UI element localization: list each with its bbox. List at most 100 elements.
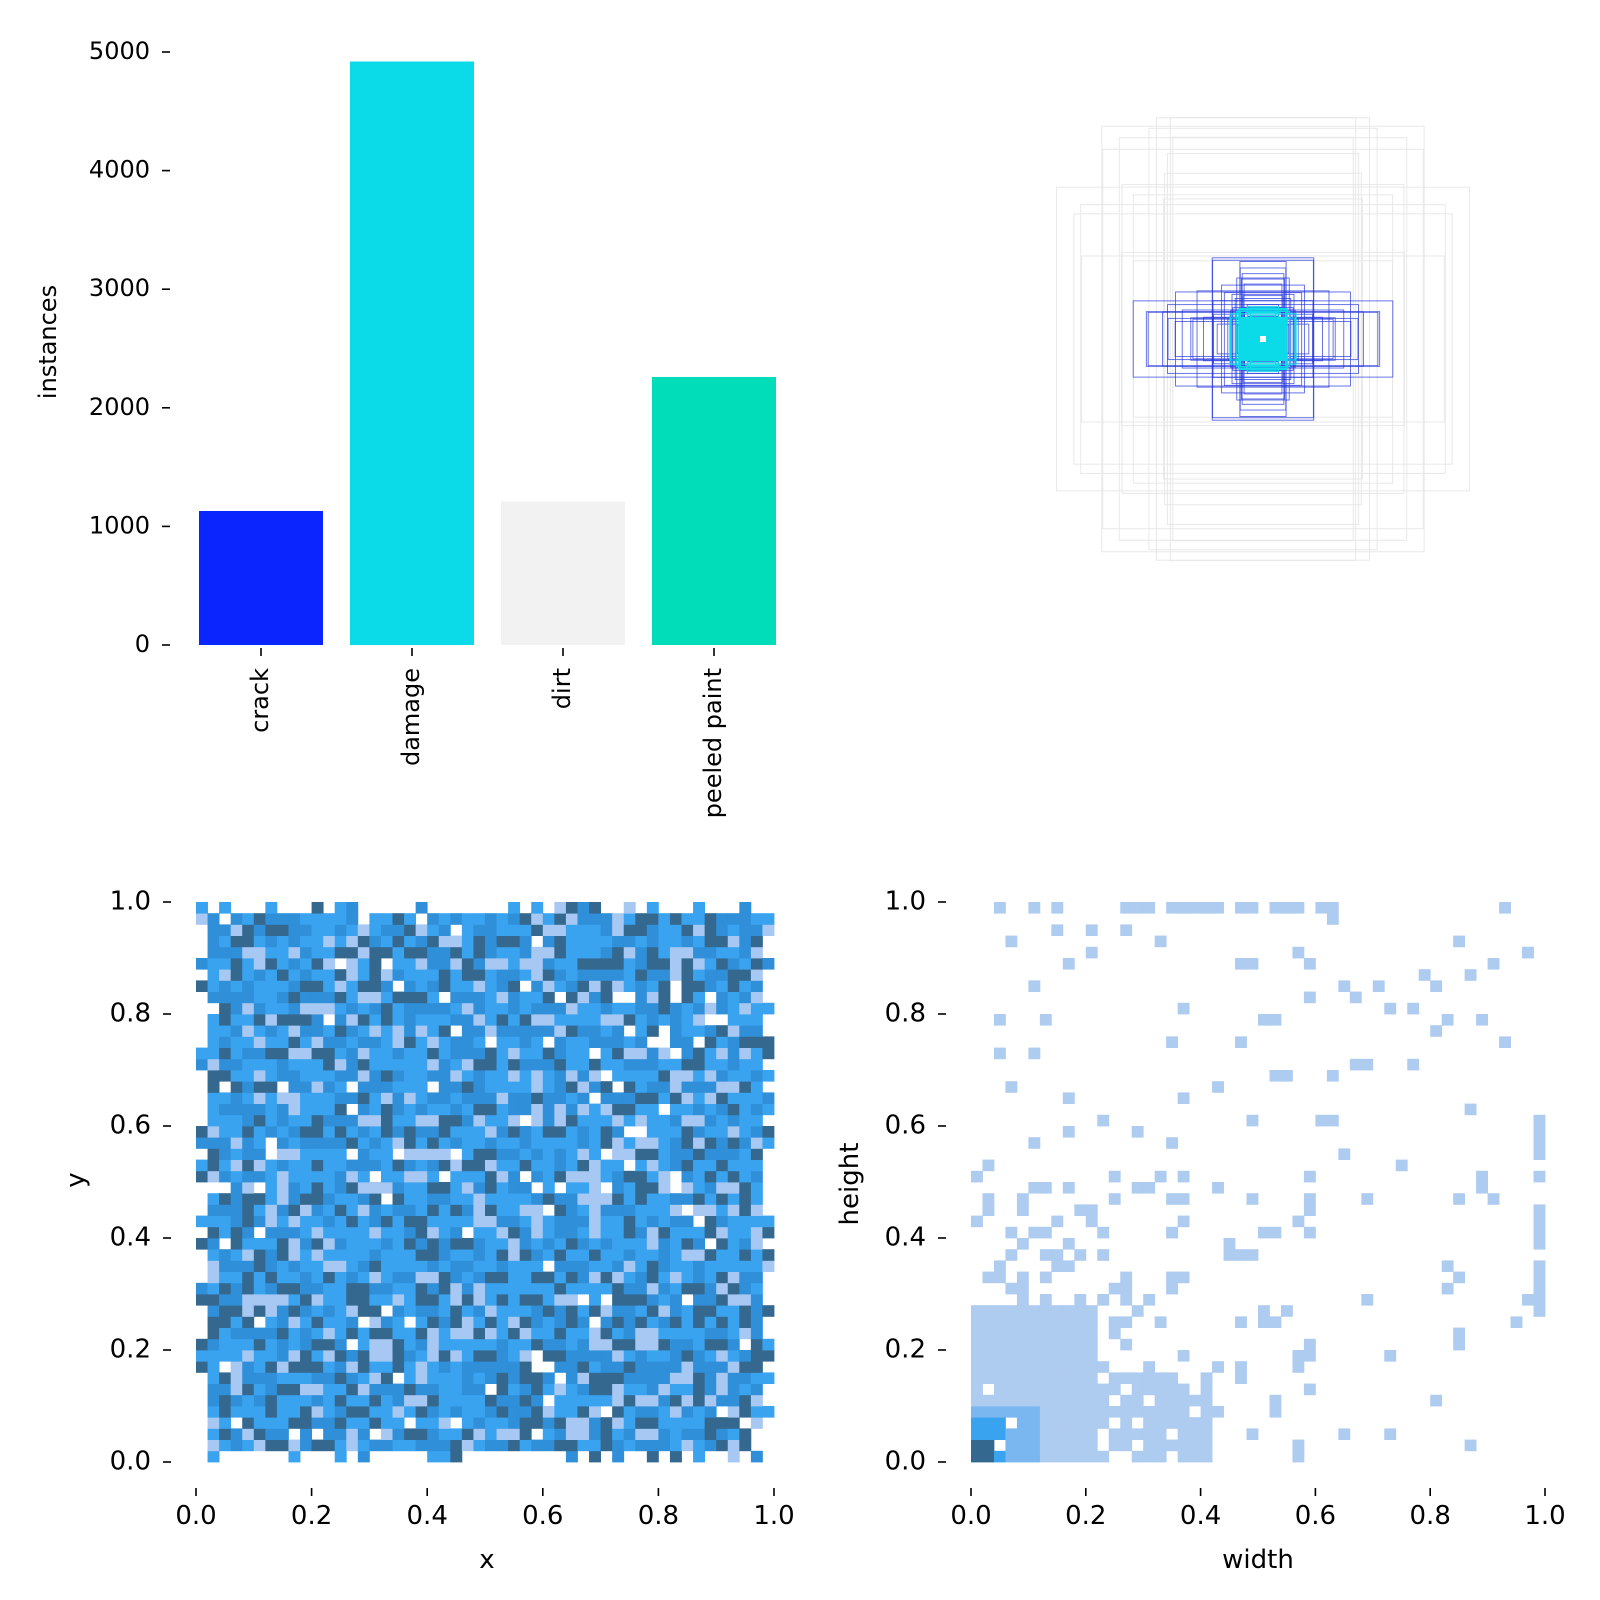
wh-heatmap-cell — [1085, 1350, 1098, 1362]
box-outline — [1231, 293, 1295, 385]
wh-heatmap-cell — [1062, 1126, 1075, 1138]
xy-heatmap-cell — [542, 1226, 555, 1239]
xy-heatmap-cell — [658, 1316, 671, 1328]
xy-heatmap-cell — [404, 958, 417, 970]
xy-heatmap-cell — [311, 1338, 324, 1351]
xy-heatmap-cell — [681, 991, 694, 1004]
box-outline — [1101, 125, 1425, 553]
xy-heatmap-cell — [300, 1126, 312, 1138]
xy-heatmap-cell — [554, 1002, 567, 1015]
xy-heatmap-cell — [750, 1249, 763, 1261]
wh-heatmap-cell — [1487, 1193, 1500, 1205]
xy-heatmap-cell — [323, 1406, 336, 1418]
xy-heatmap-cell — [508, 1305, 521, 1317]
wh-heatmap-cell — [1005, 1350, 1018, 1362]
xy-heatmap-cell — [276, 1070, 289, 1082]
xy-heatmap-cell — [427, 991, 440, 1004]
wh-heatmap-cell — [1016, 1417, 1029, 1429]
xy-heatmap-cell — [542, 1103, 555, 1116]
xy-heatmap-cell — [404, 1238, 417, 1250]
xy-heatmap-cell — [669, 1193, 682, 1205]
xy-heatmap-cell — [196, 1126, 208, 1138]
xy-heatmap-cell — [658, 1058, 671, 1071]
xy-heatmap-cell — [646, 1383, 659, 1396]
xy-heatmap-cell — [508, 1394, 521, 1407]
xy-heatmap-cell — [265, 1383, 278, 1396]
wh-heatmap-cell — [1039, 1249, 1052, 1261]
xy-heatmap-cell — [473, 1439, 486, 1452]
wh-heatmap-cell — [1131, 1428, 1144, 1440]
xy-heatmap-cell — [750, 1260, 763, 1272]
xy-heatmap-cell — [542, 924, 555, 936]
xy-heatmap-cell — [415, 991, 428, 1004]
xy-heatmap-cell — [392, 958, 405, 970]
xy-heatmap-cell — [207, 1428, 220, 1440]
xy-heatmap-cell — [346, 1282, 359, 1295]
xy-heatmap-cell — [357, 1193, 370, 1205]
wh-heatmap-cell — [1326, 1070, 1339, 1082]
wh-heatmap-cell — [1016, 1193, 1029, 1205]
xy-heatmap-cell — [612, 1394, 625, 1407]
xy-heatmap-cell — [600, 1238, 613, 1250]
xy-heatmap-cell — [704, 1215, 717, 1228]
xy-heatmap-cell — [565, 1260, 578, 1272]
wh-heatmap-cell — [1108, 1170, 1121, 1183]
xy-heatmap-cell — [485, 1148, 497, 1160]
wh-heatmap-cell — [1143, 1182, 1156, 1194]
xy-heatmap-cell — [589, 958, 601, 970]
xy-heatmap-cell — [230, 1148, 243, 1160]
xy-heatmap-cell — [461, 1126, 474, 1138]
xy-heatmap-cell — [589, 1103, 601, 1116]
box-outline — [1175, 291, 1351, 387]
wh-heatmap-cell — [1212, 1361, 1224, 1373]
xy-heatmap-cell — [404, 935, 417, 948]
xy-heatmap-cell — [519, 1439, 532, 1452]
xy-heatmap-cell — [230, 1002, 243, 1015]
xy-heatmap-cell — [565, 980, 578, 992]
xy-heatmap-cell — [681, 1193, 694, 1205]
xy-heatmap-cell — [300, 1260, 312, 1272]
xy-heatmap-cell — [288, 1170, 301, 1183]
xy-heatmap-cell — [346, 1204, 359, 1216]
xy-heatmap-cell — [242, 1193, 255, 1205]
xy-heatmap-cell — [300, 1114, 312, 1127]
xy-heatmap-cell — [693, 1193, 706, 1205]
xy-heatmap-cell — [369, 1081, 382, 1093]
xy-heatmap-cell — [415, 1036, 428, 1048]
xy-heatmap-cell — [681, 1215, 694, 1228]
xy-heatmap-cell — [357, 1148, 370, 1160]
xy-heatmap-cell — [716, 1372, 729, 1384]
xy-heatmap-cell — [693, 1394, 706, 1407]
xy-heatmap-cell — [207, 1148, 220, 1160]
xy-heatmap-cell — [519, 1327, 532, 1340]
xy-heatmap-cell — [323, 1036, 336, 1048]
xy-heatmap-cell — [600, 1215, 613, 1228]
xy-heatmap-cell — [207, 1439, 220, 1452]
xy-heatmap-cell — [589, 913, 601, 925]
xy-heatmap-cell — [392, 1092, 405, 1104]
xy-heatmap-cell — [450, 1182, 463, 1194]
xy-heatmap-cell — [658, 1126, 671, 1138]
xy-heatmap-cell — [392, 1361, 405, 1373]
xy-heatmap-cell — [207, 935, 220, 948]
xy-heatmap-cell — [554, 1383, 567, 1396]
bar-x-tick-label: crack — [246, 668, 274, 733]
xy-heatmap-cell — [334, 1182, 347, 1194]
xy-heatmap-cell — [357, 1182, 370, 1194]
xy-heatmap-cell — [716, 1148, 729, 1160]
xy-heatmap-cell — [323, 1092, 336, 1104]
xy-heatmap-cell — [265, 1025, 278, 1037]
xy-heatmap-cell — [230, 958, 243, 970]
xy-heatmap-cell — [565, 1282, 578, 1295]
xy-heatmap-cell — [485, 1294, 497, 1306]
xy-heatmap-cell — [415, 1383, 428, 1396]
xy-heatmap-cell — [669, 1103, 682, 1116]
xy-heatmap-cell — [450, 1036, 463, 1048]
xy-heatmap-cell — [253, 1372, 266, 1384]
xy-heatmap-cell — [311, 1249, 324, 1261]
xy-heatmap-cell — [276, 1406, 289, 1418]
xy-heatmap-cell — [577, 1103, 590, 1116]
xy-heatmap-cell — [415, 1215, 428, 1228]
xy-heatmap-cell — [415, 1114, 428, 1127]
xy-heatmap-cell — [589, 1417, 601, 1429]
